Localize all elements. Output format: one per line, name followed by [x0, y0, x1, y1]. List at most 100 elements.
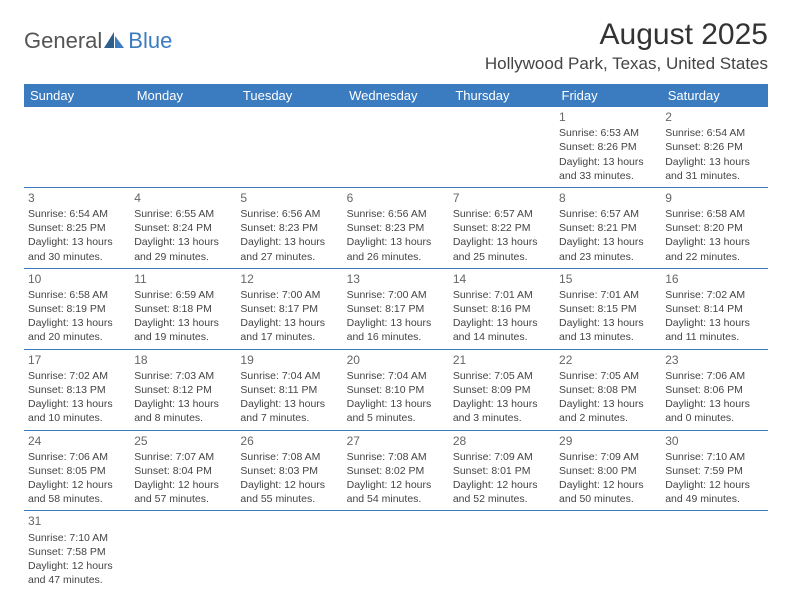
day-number: 30 [665, 433, 763, 449]
sunset-text: Sunset: 8:23 PM [240, 221, 338, 235]
calendar-cell: 4Sunrise: 6:55 AMSunset: 8:24 PMDaylight… [130, 187, 236, 268]
daylight-text: Daylight: 13 hours and 19 minutes. [134, 316, 232, 344]
calendar-cell: 28Sunrise: 7:09 AMSunset: 8:01 PMDayligh… [449, 430, 555, 511]
daylight-text: Daylight: 13 hours and 25 minutes. [453, 235, 551, 263]
sunrise-text: Sunrise: 6:59 AM [134, 288, 232, 302]
sunset-text: Sunset: 8:17 PM [347, 302, 445, 316]
sunset-text: Sunset: 8:15 PM [559, 302, 657, 316]
calendar-cell: 25Sunrise: 7:07 AMSunset: 8:04 PMDayligh… [130, 430, 236, 511]
day-number: 25 [134, 433, 232, 449]
sunset-text: Sunset: 8:10 PM [347, 383, 445, 397]
day-number: 27 [347, 433, 445, 449]
sunset-text: Sunset: 8:22 PM [453, 221, 551, 235]
location-subtitle: Hollywood Park, Texas, United States [485, 54, 768, 74]
calendar-cell: 30Sunrise: 7:10 AMSunset: 7:59 PMDayligh… [661, 430, 767, 511]
calendar-row: 31Sunrise: 7:10 AMSunset: 7:58 PMDayligh… [24, 511, 768, 591]
day-number: 28 [453, 433, 551, 449]
day-number: 12 [240, 271, 338, 287]
sunrise-text: Sunrise: 7:07 AM [134, 450, 232, 464]
calendar-cell: 11Sunrise: 6:59 AMSunset: 8:18 PMDayligh… [130, 268, 236, 349]
calendar-cell [130, 107, 236, 187]
calendar-cell: 27Sunrise: 7:08 AMSunset: 8:02 PMDayligh… [343, 430, 449, 511]
daylight-text: Daylight: 13 hours and 29 minutes. [134, 235, 232, 263]
day-number: 29 [559, 433, 657, 449]
calendar-cell: 22Sunrise: 7:05 AMSunset: 8:08 PMDayligh… [555, 349, 661, 430]
calendar-cell: 14Sunrise: 7:01 AMSunset: 8:16 PMDayligh… [449, 268, 555, 349]
calendar-cell: 17Sunrise: 7:02 AMSunset: 8:13 PMDayligh… [24, 349, 130, 430]
daylight-text: Daylight: 13 hours and 30 minutes. [28, 235, 126, 263]
day-number: 23 [665, 352, 763, 368]
calendar-cell: 31Sunrise: 7:10 AMSunset: 7:58 PMDayligh… [24, 511, 130, 591]
sunset-text: Sunset: 8:25 PM [28, 221, 126, 235]
calendar-cell [449, 511, 555, 591]
calendar-cell: 8Sunrise: 6:57 AMSunset: 8:21 PMDaylight… [555, 187, 661, 268]
sunset-text: Sunset: 8:00 PM [559, 464, 657, 478]
sunrise-text: Sunrise: 7:10 AM [665, 450, 763, 464]
daylight-text: Daylight: 13 hours and 33 minutes. [559, 155, 657, 183]
sunset-text: Sunset: 8:01 PM [453, 464, 551, 478]
daylight-text: Daylight: 13 hours and 22 minutes. [665, 235, 763, 263]
day-header: Tuesday [236, 84, 342, 107]
calendar-row: 1Sunrise: 6:53 AMSunset: 8:26 PMDaylight… [24, 107, 768, 187]
sunset-text: Sunset: 8:06 PM [665, 383, 763, 397]
sunset-text: Sunset: 8:24 PM [134, 221, 232, 235]
sunrise-text: Sunrise: 7:01 AM [559, 288, 657, 302]
sunrise-text: Sunrise: 6:53 AM [559, 126, 657, 140]
day-number: 2 [665, 109, 763, 125]
sunset-text: Sunset: 8:21 PM [559, 221, 657, 235]
day-header: Sunday [24, 84, 130, 107]
brand-part2: Blue [128, 28, 172, 54]
day-number: 13 [347, 271, 445, 287]
daylight-text: Daylight: 13 hours and 10 minutes. [28, 397, 126, 425]
sunset-text: Sunset: 8:12 PM [134, 383, 232, 397]
calendar-cell: 2Sunrise: 6:54 AMSunset: 8:26 PMDaylight… [661, 107, 767, 187]
calendar-cell: 24Sunrise: 7:06 AMSunset: 8:05 PMDayligh… [24, 430, 130, 511]
sunrise-text: Sunrise: 7:05 AM [559, 369, 657, 383]
day-number: 20 [347, 352, 445, 368]
brand-part1: General [24, 28, 102, 54]
sunset-text: Sunset: 8:11 PM [240, 383, 338, 397]
calendar-cell: 7Sunrise: 6:57 AMSunset: 8:22 PMDaylight… [449, 187, 555, 268]
calendar-cell: 21Sunrise: 7:05 AMSunset: 8:09 PMDayligh… [449, 349, 555, 430]
calendar-cell [236, 107, 342, 187]
day-number: 5 [240, 190, 338, 206]
calendar-cell [24, 107, 130, 187]
daylight-text: Daylight: 13 hours and 17 minutes. [240, 316, 338, 344]
sunrise-text: Sunrise: 7:08 AM [240, 450, 338, 464]
sunset-text: Sunset: 8:05 PM [28, 464, 126, 478]
sunset-text: Sunset: 8:03 PM [240, 464, 338, 478]
calendar-cell: 26Sunrise: 7:08 AMSunset: 8:03 PMDayligh… [236, 430, 342, 511]
sail-icon [104, 32, 126, 50]
day-number: 14 [453, 271, 551, 287]
daylight-text: Daylight: 13 hours and 16 minutes. [347, 316, 445, 344]
daylight-text: Daylight: 13 hours and 31 minutes. [665, 155, 763, 183]
calendar-row: 3Sunrise: 6:54 AMSunset: 8:25 PMDaylight… [24, 187, 768, 268]
sunrise-text: Sunrise: 6:56 AM [347, 207, 445, 221]
day-number: 15 [559, 271, 657, 287]
day-number: 26 [240, 433, 338, 449]
sunset-text: Sunset: 8:16 PM [453, 302, 551, 316]
sunset-text: Sunset: 7:58 PM [28, 545, 126, 559]
daylight-text: Daylight: 13 hours and 8 minutes. [134, 397, 232, 425]
sunset-text: Sunset: 8:08 PM [559, 383, 657, 397]
daylight-text: Daylight: 13 hours and 3 minutes. [453, 397, 551, 425]
daylight-text: Daylight: 13 hours and 13 minutes. [559, 316, 657, 344]
sunrise-text: Sunrise: 6:57 AM [559, 207, 657, 221]
calendar-cell: 6Sunrise: 6:56 AMSunset: 8:23 PMDaylight… [343, 187, 449, 268]
sunset-text: Sunset: 8:20 PM [665, 221, 763, 235]
day-number: 9 [665, 190, 763, 206]
calendar-row: 24Sunrise: 7:06 AMSunset: 8:05 PMDayligh… [24, 430, 768, 511]
header: General Blue August 2025 Hollywood Park,… [24, 18, 768, 74]
calendar-cell: 3Sunrise: 6:54 AMSunset: 8:25 PMDaylight… [24, 187, 130, 268]
calendar-cell [661, 511, 767, 591]
sunrise-text: Sunrise: 7:01 AM [453, 288, 551, 302]
calendar-cell: 18Sunrise: 7:03 AMSunset: 8:12 PMDayligh… [130, 349, 236, 430]
sunrise-text: Sunrise: 7:10 AM [28, 531, 126, 545]
day-number: 18 [134, 352, 232, 368]
sunrise-text: Sunrise: 6:58 AM [665, 207, 763, 221]
day-header: Monday [130, 84, 236, 107]
sunrise-text: Sunrise: 7:00 AM [240, 288, 338, 302]
calendar-cell [343, 511, 449, 591]
sunset-text: Sunset: 8:26 PM [665, 140, 763, 154]
day-number: 24 [28, 433, 126, 449]
